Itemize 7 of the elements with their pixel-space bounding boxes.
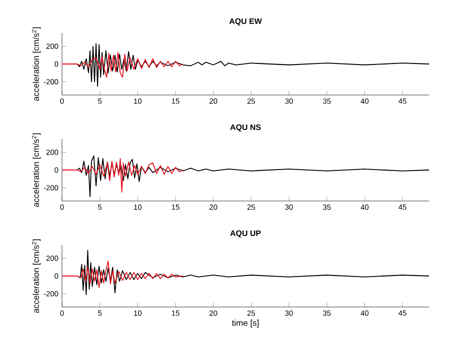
y-axis-title: acceleration [cm/s$^{2}$] bbox=[32, 27, 41, 101]
line-series bbox=[62, 260, 184, 288]
line-series bbox=[62, 158, 184, 193]
line-series bbox=[62, 52, 184, 78]
x-axis-title: time [s] bbox=[232, 320, 259, 328]
y-axis-title: acceleration [cm/s$^{2}$] bbox=[32, 133, 41, 207]
y-axis-title: acceleration [cm/s$^{2}$] bbox=[32, 239, 41, 313]
